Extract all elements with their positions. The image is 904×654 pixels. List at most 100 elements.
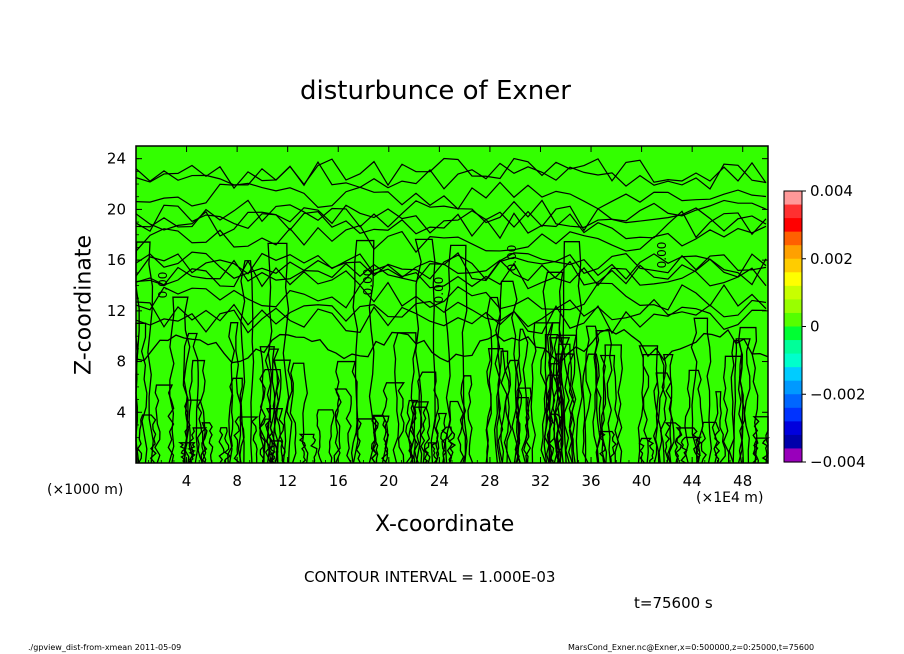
contour-line bbox=[182, 332, 199, 464]
contour-line bbox=[168, 296, 191, 464]
contour-line bbox=[638, 437, 655, 464]
contour-line bbox=[409, 406, 428, 464]
y-tick-label: 4 bbox=[116, 403, 126, 421]
contour-line bbox=[486, 348, 508, 464]
contour-line bbox=[581, 353, 602, 464]
colorbar-swatch bbox=[784, 191, 802, 206]
colorbar-swatch bbox=[784, 353, 802, 368]
contour-line bbox=[135, 328, 769, 365]
colorbar-swatch bbox=[784, 218, 802, 233]
contour-line bbox=[316, 409, 335, 464]
contour-line bbox=[664, 422, 681, 464]
x-tick-label: 32 bbox=[531, 472, 550, 490]
colorbar-tick-label: −0.004 bbox=[810, 453, 866, 471]
y-tick-label: 16 bbox=[107, 251, 126, 269]
x-tick-label: 24 bbox=[430, 472, 449, 490]
contour-line bbox=[135, 298, 767, 328]
contour-line bbox=[584, 325, 600, 464]
contour-line bbox=[135, 258, 767, 287]
contour-line bbox=[637, 345, 660, 464]
contour-line bbox=[405, 399, 419, 464]
colorbar-tick-label: −0.002 bbox=[810, 385, 866, 403]
contour-line bbox=[135, 210, 767, 240]
colorbar-tick-label: 0 bbox=[810, 318, 820, 336]
colorbar-swatch bbox=[784, 245, 802, 260]
contour-line bbox=[601, 344, 623, 464]
colorbar-swatch bbox=[784, 326, 802, 341]
contour-line bbox=[675, 427, 700, 464]
x-tick-label: 28 bbox=[480, 472, 499, 490]
contour-label: 0.00 bbox=[361, 269, 375, 296]
time-label: t=75600 s bbox=[634, 594, 713, 612]
plot-area bbox=[136, 146, 768, 463]
contour-line bbox=[553, 343, 576, 464]
colorbar-swatch bbox=[784, 448, 802, 463]
colorbar-swatch bbox=[784, 299, 802, 314]
contour-line bbox=[680, 436, 703, 464]
contour-line bbox=[737, 326, 759, 464]
contour-line bbox=[700, 421, 721, 464]
x-tick-label: 20 bbox=[379, 472, 398, 490]
contour-line bbox=[154, 384, 175, 464]
y-tick-label: 20 bbox=[107, 200, 126, 218]
colorbar-swatch bbox=[784, 258, 802, 273]
x-tick-label: 40 bbox=[632, 472, 651, 490]
x-unit-label: (×1000 m) bbox=[47, 482, 124, 498]
contour-line bbox=[273, 359, 293, 464]
contour-line bbox=[289, 362, 309, 464]
field-fill bbox=[136, 146, 768, 463]
colorbar-swatch bbox=[784, 380, 802, 395]
contour-line bbox=[135, 304, 767, 335]
contour-line bbox=[460, 375, 474, 464]
contour-line bbox=[333, 388, 352, 464]
contour-line bbox=[188, 427, 208, 464]
x-tick-label: 8 bbox=[232, 472, 242, 490]
contour-line bbox=[392, 332, 417, 464]
colorbar-swatch bbox=[784, 340, 802, 355]
contour-line bbox=[560, 241, 583, 464]
contour-line bbox=[599, 354, 619, 464]
x-scale-label: (×1E4 m) bbox=[696, 490, 764, 506]
contour-line bbox=[652, 372, 673, 464]
colorbar-swatch bbox=[784, 421, 802, 436]
contour-line bbox=[728, 340, 744, 464]
colorbar: 0.004 0.002 0 −0.002 −0.004 bbox=[783, 182, 866, 471]
contour-label: 0.00 bbox=[432, 277, 446, 304]
x-tick-label: 4 bbox=[182, 472, 192, 490]
contour-line bbox=[184, 399, 204, 464]
colorbar-swatch bbox=[784, 231, 802, 246]
contour-line bbox=[258, 418, 274, 464]
contour-label: 0.00 bbox=[156, 272, 170, 299]
colorbar-swatch bbox=[784, 285, 802, 300]
contour-line bbox=[690, 317, 713, 464]
contour-line bbox=[352, 239, 376, 464]
footer-left: ./gpview_dist-from-xmean 2011-05-09 bbox=[28, 643, 182, 652]
contour-line bbox=[552, 353, 575, 464]
x-tick-label: 16 bbox=[329, 472, 348, 490]
contour-interval-label: CONTOUR INTERVAL = 1.000E-03 bbox=[304, 568, 556, 586]
contour-line bbox=[135, 251, 767, 282]
contour-line bbox=[515, 396, 530, 464]
footer-right: MarsCond_Exner.nc@Exner,x=0:500000,z=0:2… bbox=[568, 643, 815, 652]
colorbar-swatch bbox=[784, 367, 802, 382]
colorbar-tick-label: 0.002 bbox=[810, 250, 853, 268]
contour-line bbox=[264, 348, 280, 464]
contour-line bbox=[135, 224, 767, 254]
contour-line bbox=[200, 422, 214, 464]
contour-line bbox=[135, 160, 767, 190]
contour-line bbox=[135, 199, 767, 228]
contour-line bbox=[334, 360, 358, 464]
contour-line bbox=[514, 328, 529, 464]
x-axis-title: X-coordinate bbox=[375, 512, 515, 537]
contour-line bbox=[557, 334, 577, 464]
colorbar-swatch bbox=[784, 434, 802, 450]
colorbar-swatch bbox=[784, 394, 802, 409]
contour-label: 0.00 bbox=[655, 242, 669, 269]
x-tick-label: 36 bbox=[581, 472, 600, 490]
contour-label: 0.00 bbox=[505, 245, 519, 272]
colorbar-swatch bbox=[784, 272, 802, 287]
contour-line bbox=[444, 244, 468, 464]
y-tick-label: 8 bbox=[116, 353, 126, 371]
